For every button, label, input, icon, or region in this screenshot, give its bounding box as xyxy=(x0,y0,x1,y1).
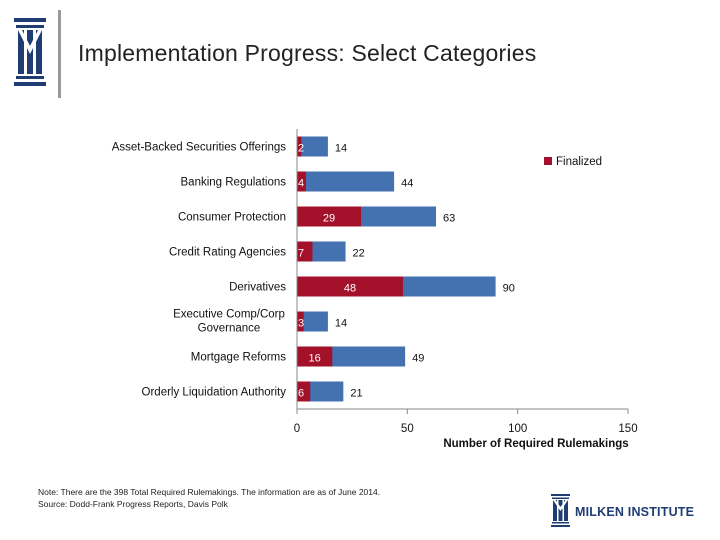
bar-finalized xyxy=(297,171,306,192)
data-label-finalized: 4 xyxy=(298,178,304,190)
data-label-required: 21 xyxy=(350,388,362,400)
category-label: Mortgage Reforms xyxy=(191,352,286,364)
footnote: Note: There are the 398 Total Required R… xyxy=(38,486,380,510)
category-label: Credit Rating Agencies xyxy=(169,247,286,259)
category-label: Banking Regulations xyxy=(181,177,287,189)
data-label-finalized: 7 xyxy=(298,248,304,260)
data-label-required: 22 xyxy=(353,248,365,260)
legend-label-finalized: Finalized xyxy=(556,156,602,168)
data-label-finalized: 29 xyxy=(323,213,335,225)
bar-finalized xyxy=(297,311,304,332)
x-tick-label: 150 xyxy=(618,423,637,435)
category-label: Derivatives xyxy=(229,282,286,294)
data-label-finalized: 3 xyxy=(298,318,304,330)
bar-finalized xyxy=(297,381,311,402)
bar-finalized xyxy=(297,136,302,157)
bar-finalized xyxy=(297,241,313,262)
data-label-finalized: 48 xyxy=(344,283,356,295)
category-label: Orderly Liquidation Authority xyxy=(142,387,287,399)
footnote-source: Source: Dodd-Frank Progress Reports, Dav… xyxy=(38,499,228,509)
milken-column-logo-icon xyxy=(551,494,570,527)
data-label-finalized: 16 xyxy=(309,353,321,365)
page-title: Implementation Progress: Select Categori… xyxy=(78,40,537,66)
legend-swatch-finalized xyxy=(544,157,552,165)
data-label-required: 14 xyxy=(335,318,347,330)
bar-finalized xyxy=(297,206,361,227)
category-label: Executive Comp/Corp Governance xyxy=(173,309,285,335)
x-tick-label: 0 xyxy=(294,423,300,435)
bar-finalized xyxy=(297,276,403,297)
x-axis-title: Number of Required Rulemakings xyxy=(443,438,628,450)
data-label-finalized: 2 xyxy=(298,143,304,155)
data-label-required: 49 xyxy=(412,353,424,365)
data-label-required: 90 xyxy=(503,283,515,295)
data-label-required: 63 xyxy=(443,213,455,225)
data-label-required: 14 xyxy=(335,143,347,155)
bar-required xyxy=(297,311,328,332)
bar-required xyxy=(297,171,395,192)
bar-finalized xyxy=(297,346,333,367)
footnote-note: Note: There are the 398 Total Required R… xyxy=(38,487,381,497)
brand-name: MILKEN INSTITUTE xyxy=(575,505,695,519)
brand-mark: MILKEN INSTITUTE xyxy=(551,494,701,528)
data-label-finalized: 6 xyxy=(298,388,304,400)
category-label: Asset-Backed Securities Offerings xyxy=(112,142,287,154)
x-tick-label: 50 xyxy=(401,423,414,435)
data-label-required: 44 xyxy=(401,178,413,190)
header-divider xyxy=(58,10,61,98)
x-tick-label: 100 xyxy=(508,423,527,435)
milken-logo-icon xyxy=(14,18,46,86)
bar-required xyxy=(297,136,328,157)
category-label: Consumer Protection xyxy=(178,212,286,224)
